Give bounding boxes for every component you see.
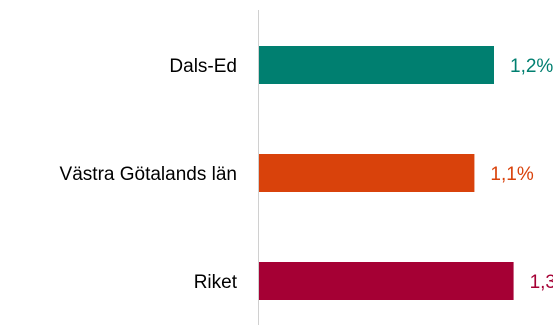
bar [259, 262, 514, 300]
bar [259, 46, 494, 84]
data-label: 1,1% [490, 164, 533, 185]
data-label: 1,2% [510, 56, 553, 77]
category-label: Dals-Ed [169, 56, 237, 77]
data-label: 1,3% [530, 272, 553, 293]
category-label: Västra Götalands län [60, 164, 237, 185]
bars-group: Dals-Ed 1,2% Västra Götalands län 1,1% Riket… [60, 46, 553, 300]
category-label: Riket [194, 272, 238, 293]
bar [259, 154, 475, 192]
